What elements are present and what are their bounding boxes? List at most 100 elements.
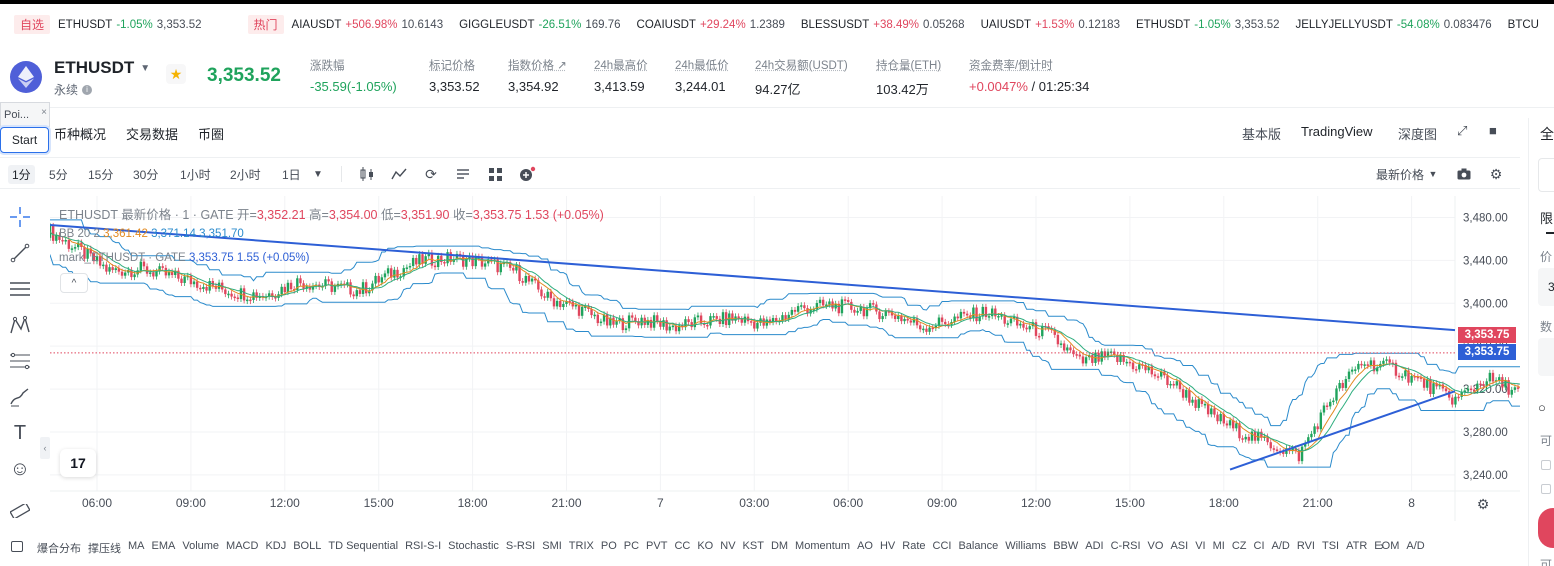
indicator-item[interactable]: MA xyxy=(128,540,145,552)
indicator-item[interactable]: DM xyxy=(770,540,789,552)
text-tool-icon[interactable]: T xyxy=(13,421,27,444)
view-basic[interactable]: 基本版 xyxy=(1242,127,1282,142)
ticker-item[interactable]: BLESSUSDT +38.49% 0.05268 xyxy=(801,19,965,31)
indicator-item[interactable]: TD Sequential xyxy=(328,540,399,552)
indicator-item[interactable]: CI xyxy=(1253,540,1265,552)
indicator-item[interactable]: MACD xyxy=(226,540,259,552)
camera-icon[interactable] xyxy=(1455,165,1473,183)
buy-button[interactable] xyxy=(1538,508,1554,548)
indicator-item[interactable]: A/D xyxy=(1406,540,1425,552)
view-depth[interactable]: 深度图 xyxy=(1398,127,1438,142)
timeframe-1h[interactable]: 1小时 xyxy=(180,168,211,182)
indicator-item[interactable]: AO xyxy=(857,540,873,552)
crosshair-icon[interactable] xyxy=(7,204,33,230)
indicator-item[interactable]: KO xyxy=(697,540,714,552)
indicator-item[interactable]: RVI xyxy=(1296,540,1315,552)
expand-icon[interactable]: ⤢ xyxy=(1457,123,1468,138)
indicator-item[interactable]: ATR xyxy=(1346,540,1368,552)
timeframe-5m[interactable]: 5分 xyxy=(49,168,68,182)
indicator-more-icon[interactable]: › xyxy=(1380,539,1384,553)
trendline-tool-icon[interactable] xyxy=(7,240,33,266)
ruler-tool-icon[interactable] xyxy=(7,498,33,524)
indicator-item[interactable]: PC xyxy=(623,540,640,552)
indicator-item[interactable]: Williams xyxy=(1005,540,1047,552)
indicator-item[interactable]: VO xyxy=(1147,540,1164,552)
indicator-item[interactable]: C-RSI xyxy=(1110,540,1141,552)
template-icon[interactable] xyxy=(454,165,472,183)
indicator-item[interactable]: CC xyxy=(674,540,691,552)
indicator-item[interactable]: 撑压线 xyxy=(88,543,121,555)
indicator-item[interactable]: RSI-S-I xyxy=(405,540,442,552)
indicator-item[interactable]: EMA xyxy=(151,540,176,552)
slider-radio-icon[interactable]: ○ xyxy=(1538,400,1546,415)
limit-order-tab[interactable]: 限 xyxy=(1540,211,1554,226)
collapse-toolbar-icon[interactable]: ‹ xyxy=(40,437,50,459)
indicator-item[interactable]: EOM xyxy=(1374,540,1400,552)
ticker-item[interactable]: JELLYJELLYUSDT -54.08% 0.083476 xyxy=(1295,19,1491,31)
add-indicator-icon[interactable] xyxy=(518,165,536,183)
indicator-item[interactable]: MI xyxy=(1212,540,1225,552)
indicator-item[interactable]: VI xyxy=(1195,540,1206,552)
indicator-item[interactable]: HV xyxy=(879,540,896,552)
indicator-item[interactable]: ASI xyxy=(1170,540,1189,552)
timeframe-1d[interactable]: 1日 xyxy=(282,168,301,182)
tab-coin-circle[interactable]: 币圈 xyxy=(198,127,225,142)
tab-trading-data[interactable]: 交易数据 xyxy=(126,127,179,142)
horizontal-lines-tool-icon[interactable] xyxy=(7,276,33,302)
price-input[interactable] xyxy=(1538,268,1554,306)
indicator-item[interactable]: NV xyxy=(720,540,736,552)
checkbox-a[interactable] xyxy=(1541,460,1551,470)
favorites-tag[interactable]: 自选 xyxy=(14,14,51,34)
hot-tag[interactable]: 热门 xyxy=(247,14,284,34)
timeframe-30m[interactable]: 30分 xyxy=(133,168,159,182)
ticker-item[interactable]: BTCU xyxy=(1508,19,1547,31)
favorite-star-icon[interactable]: ★ xyxy=(166,64,186,84)
ticker-item[interactable]: ETHUSDT -1.05% 3,353.52 xyxy=(58,19,202,31)
ticker-item[interactable]: UAIUSDT +1.53% 0.12183 xyxy=(981,19,1120,31)
calendar-icon[interactable] xyxy=(11,541,23,552)
indicator-item[interactable]: TRIX xyxy=(568,540,594,552)
indicator-item[interactable]: ADI xyxy=(1085,540,1104,552)
tab-overview[interactable]: 币种概况 xyxy=(54,127,107,142)
timeframe-dropdown-icon[interactable]: ▼ xyxy=(313,168,323,180)
candlestick-icon[interactable] xyxy=(358,165,376,183)
indicator-item[interactable]: TSI xyxy=(1321,540,1340,552)
pair-selector[interactable]: ETHUSDT ▼ xyxy=(54,58,150,78)
close-icon[interactable]: × xyxy=(41,107,47,118)
indicator-item[interactable]: BBW xyxy=(1053,540,1079,552)
indicator-item[interactable]: CCI xyxy=(932,540,952,552)
indicator-item[interactable]: A/D xyxy=(1271,540,1290,552)
price-type-caret-icon[interactable]: ▼ xyxy=(1428,169,1438,179)
order-panel-tab[interactable]: 全 xyxy=(1540,126,1554,142)
ticker-item[interactable]: ETHUSDT -1.05% 3,353.52 xyxy=(1136,19,1280,31)
indicator-item[interactable]: Balance xyxy=(958,540,999,552)
indicator-item[interactable]: KDJ xyxy=(265,540,287,552)
info-icon[interactable]: i xyxy=(82,84,93,95)
checkbox-b[interactable] xyxy=(1541,484,1551,494)
indicator-item[interactable]: PO xyxy=(600,540,617,552)
indicator-chart-icon[interactable] xyxy=(390,165,408,183)
indicator-item[interactable]: Volume xyxy=(182,540,220,552)
brush-tool-icon[interactable] xyxy=(7,384,33,410)
indicator-item[interactable]: Rate xyxy=(902,540,926,552)
pattern-tool-icon[interactable] xyxy=(7,312,33,338)
indicator-item[interactable]: PVT xyxy=(646,540,668,552)
timeframe-1m[interactable]: 1分 xyxy=(8,165,35,184)
emoji-tool-icon[interactable]: ☺ xyxy=(9,457,31,480)
ticker-item[interactable]: GIGGLEUSDT -26.51% 169.76 xyxy=(459,19,620,31)
start-button[interactable]: Start xyxy=(0,127,49,153)
indicator-item[interactable]: S-RSI xyxy=(505,540,536,552)
legend-collapse-icon[interactable]: ^ xyxy=(60,273,88,293)
timeframe-2h[interactable]: 2小时 xyxy=(230,168,261,182)
indicator-item[interactable]: Stochastic xyxy=(448,540,499,552)
layout-grid-icon[interactable] xyxy=(486,165,504,183)
indicator-item[interactable]: SMI xyxy=(542,540,562,552)
price-chart[interactable]: 06:00 09:00 12:00 15:00 18:00 21:00 7 03:00 06:0… xyxy=(50,196,1520,521)
indicator-item[interactable]: KST xyxy=(742,540,764,552)
indicator-item[interactable]: BOLL xyxy=(293,540,322,552)
ticker-item[interactable]: AIAUSDT +506.98% 10.6143 xyxy=(292,19,444,31)
fullscreen-icon[interactable]: ■ xyxy=(1489,123,1497,138)
indicator-item[interactable]: 爆合分布 xyxy=(37,543,81,555)
indicator-item[interactable]: CZ xyxy=(1231,540,1247,552)
order-type-select[interactable] xyxy=(1538,158,1554,192)
